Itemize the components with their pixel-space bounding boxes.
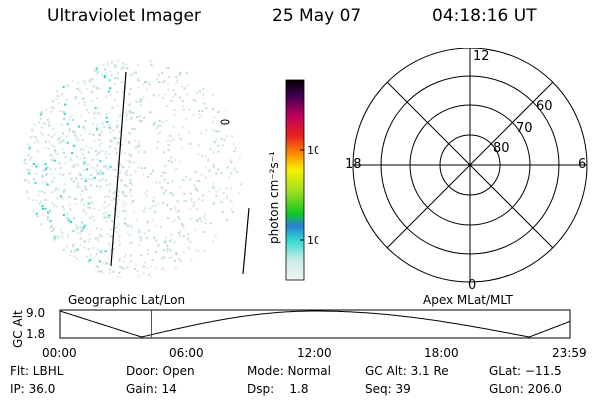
date-label: 25 May 07 [272, 6, 362, 26]
timeline-frame [59, 309, 571, 339]
timeline-ytick-top: 9.0 [26, 306, 45, 320]
edge-line [242, 207, 250, 275]
info-gc-alt: GC Alt: 3.1 Re [365, 364, 449, 378]
timeline-xtick-1800: 18:00 [424, 346, 459, 360]
timeline-xtick-0600: 06:00 [169, 346, 204, 360]
info-seq: Seq: 39 [365, 382, 411, 396]
mlt-label-18: 18 [345, 157, 362, 172]
timeline-right-title: Apex MLat/MLT [423, 293, 513, 307]
terminator-line [110, 71, 127, 267]
info-glat: GLat: −11.5 [489, 364, 562, 378]
colorbar: photon cm⁻²s⁻¹ 100 10 [267, 79, 318, 281]
mlt-label-0: 0 [468, 278, 476, 292]
timeline-xtick-1200: 12:00 [297, 346, 332, 360]
uv-image-disk [23, 59, 250, 278]
time-label: 04:18:16 UT [432, 6, 537, 26]
info-door: Door: Open [126, 364, 195, 378]
info-gain: Gain: 14 [126, 382, 177, 396]
instrument-title: Ultraviolet Imager [47, 6, 201, 26]
info-glon: GLon: 206.0 [489, 382, 562, 396]
timeline-left-title: Geographic Lat/Lon [68, 293, 186, 307]
polar-plot: 12 18 6 0 60 70 80 [345, 48, 588, 292]
info-ip: IP: 36.0 [10, 382, 56, 396]
timeline-ylabel: GC Alt [11, 310, 25, 348]
polar-diagonal-2 [386, 81, 554, 249]
colorbar-tick-label-1: 10 [307, 234, 318, 247]
colorbar-gradient [285, 79, 305, 281]
timeline-plot: GC Alt 9.0 1.8 [11, 306, 571, 348]
timeline-ytick-bottom: 1.8 [26, 327, 45, 341]
info-filter: Flt: LBHL [10, 364, 64, 378]
timeline-xtick-2359: 23:59 [552, 346, 587, 360]
colorbar-label: photon cm⁻²s⁻¹ [267, 151, 281, 244]
lat-label-70: 70 [516, 121, 533, 136]
lat-label-80: 80 [493, 141, 510, 156]
mlt-label-12: 12 [473, 49, 490, 64]
small-marker [220, 119, 230, 125]
altitude-curve [59, 310, 571, 338]
info-mode: Mode: Normal [247, 364, 331, 378]
colorbar-tick-label-0: 100 [307, 144, 318, 157]
info-dsp: Dsp: 1.8 [247, 382, 309, 396]
timeline-xtick-0000: 00:00 [42, 346, 77, 360]
lat-label-60: 60 [536, 99, 553, 114]
mlt-label-6: 6 [578, 157, 586, 172]
